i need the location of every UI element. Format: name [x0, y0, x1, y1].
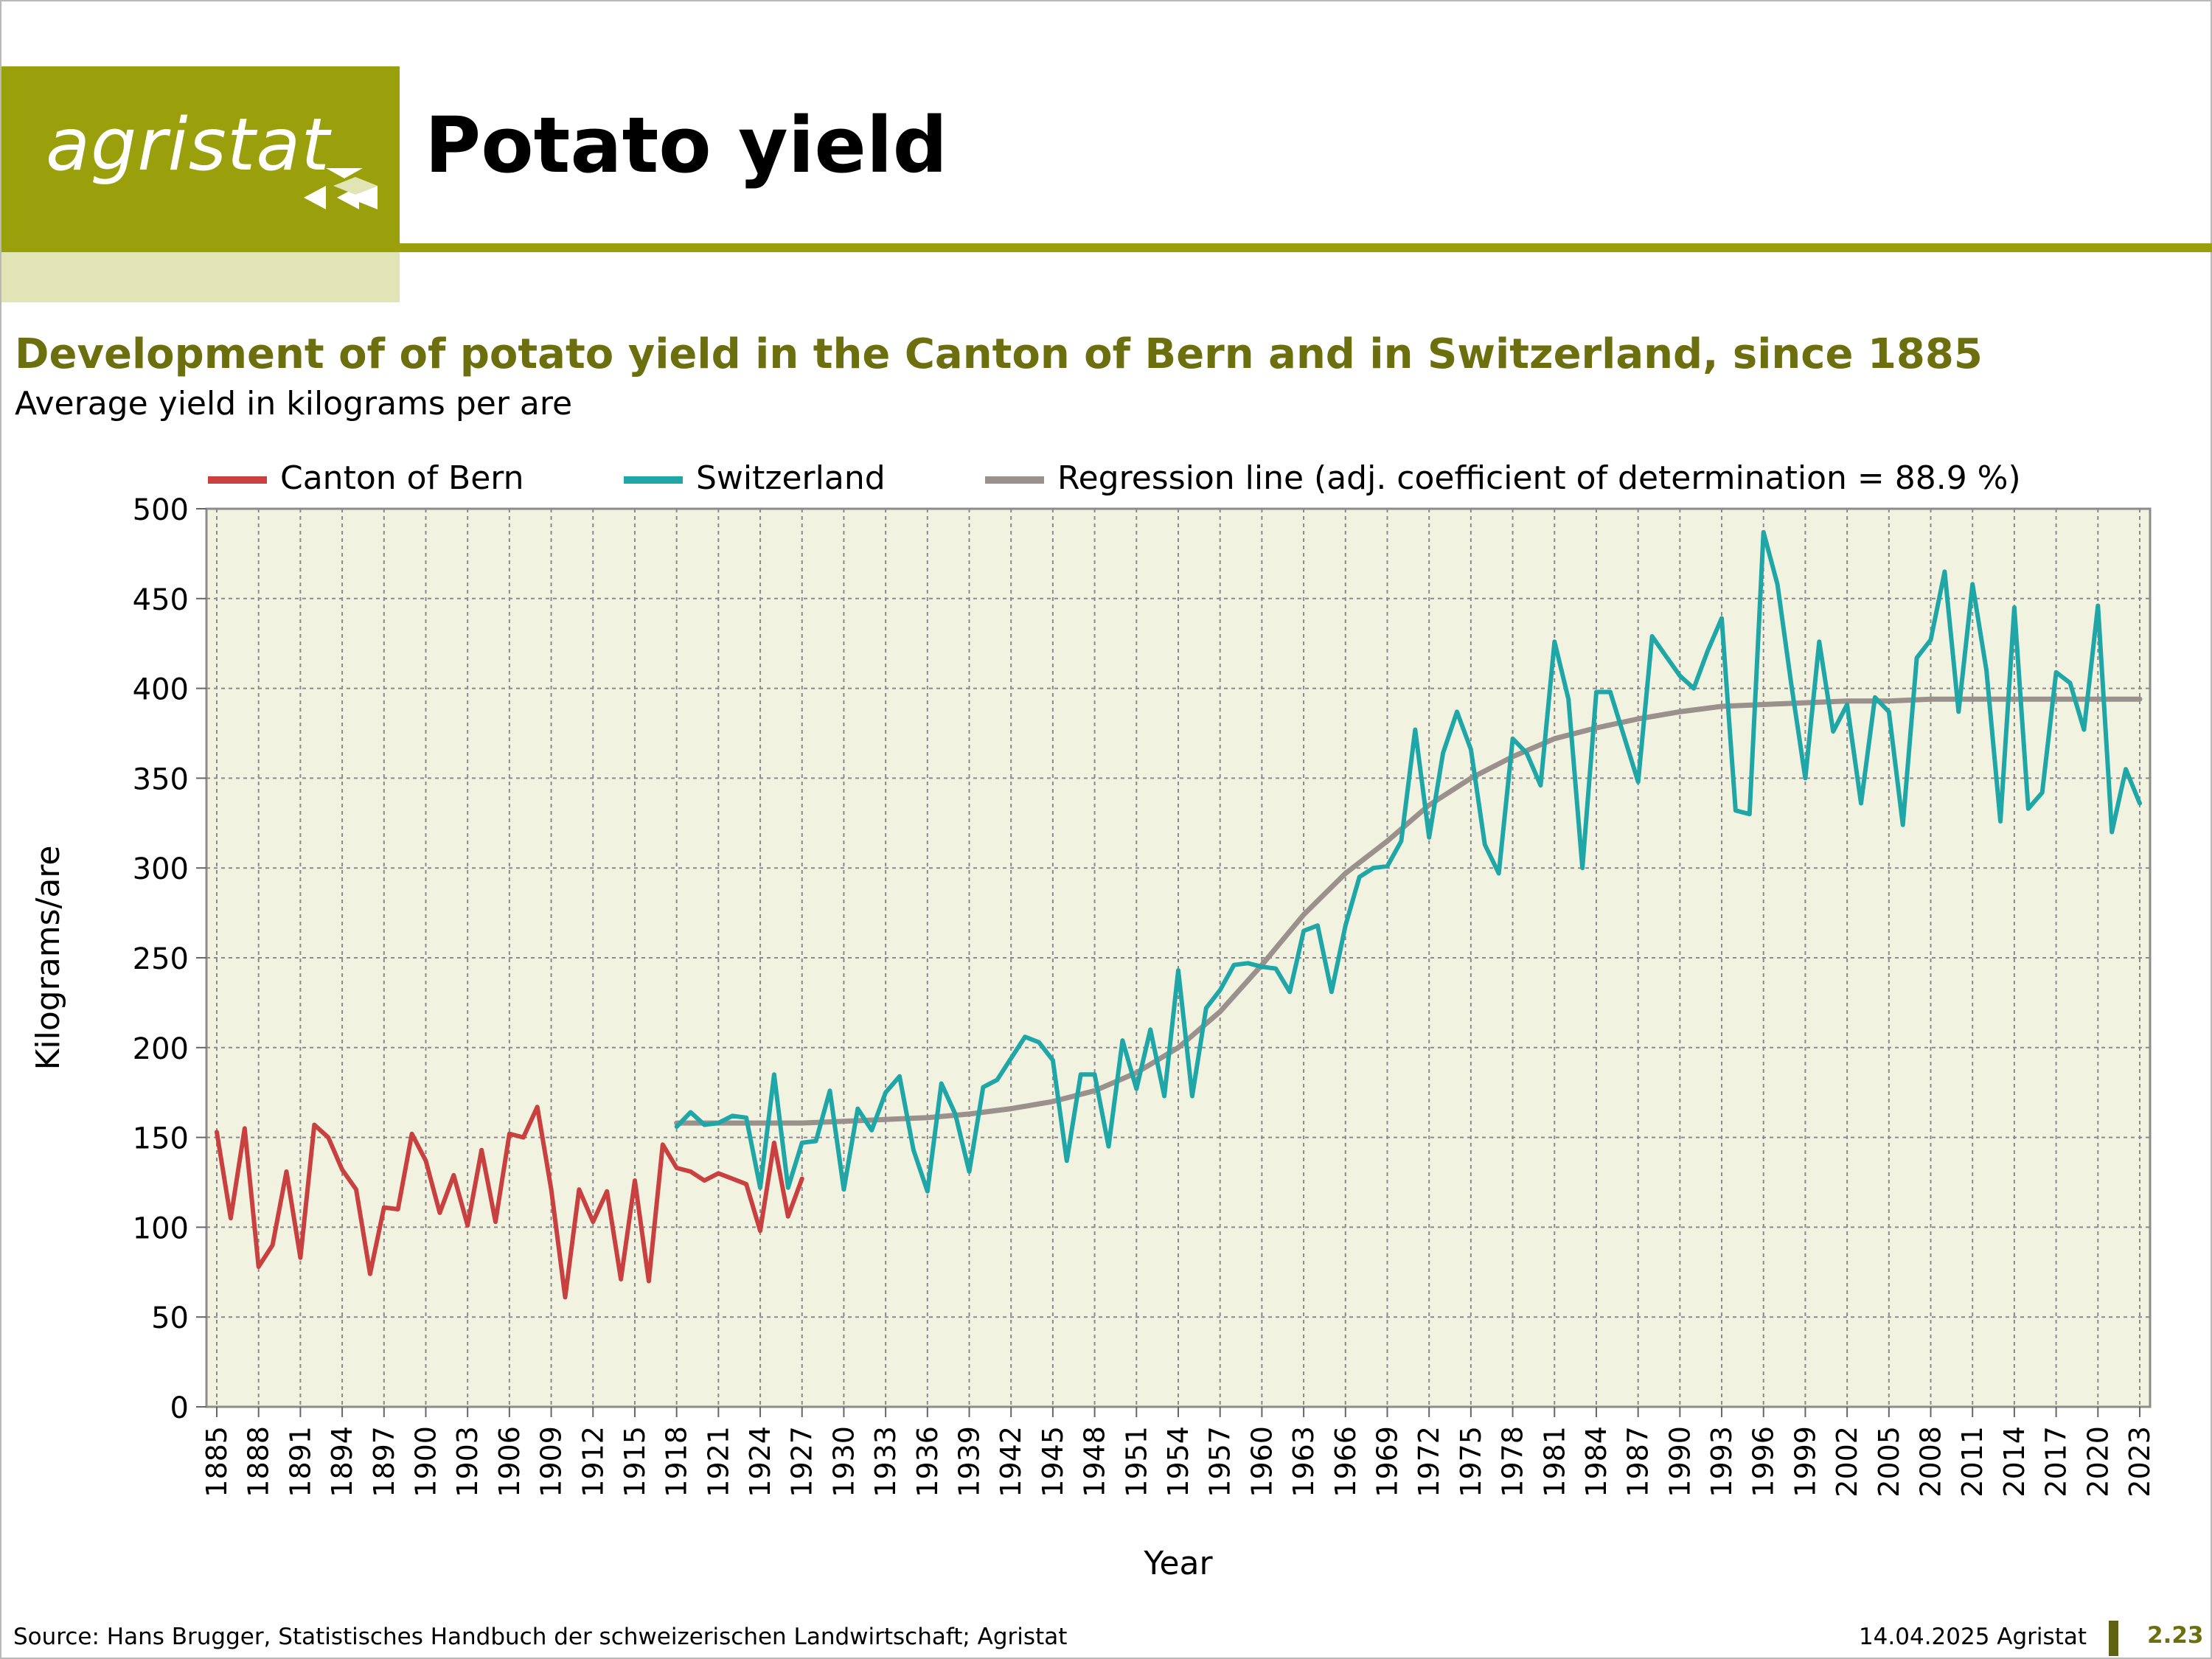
x-tick-label: 1999 [1789, 1426, 1821, 1498]
logo-underbar [1, 252, 400, 302]
x-tick-label: 1996 [1747, 1426, 1780, 1498]
y-tick-label: 100 [133, 1211, 189, 1245]
x-tick-label: 1888 [243, 1426, 275, 1498]
x-tick-label: 1918 [661, 1426, 693, 1498]
y-tick-label: 250 [133, 942, 189, 976]
x-tick-label: 1906 [493, 1426, 526, 1498]
x-tick-label: 2017 [2040, 1426, 2073, 1498]
x-tick-label: 1945 [1037, 1426, 1069, 1498]
data-series [215, 529, 2143, 1300]
x-tick-label: 1960 [1245, 1426, 1278, 1498]
x-tick-label: 1975 [1455, 1426, 1487, 1498]
x-tick-label: 1993 [1705, 1426, 1738, 1498]
footer-date: 14.04.2025 Agristat [1858, 1624, 2087, 1650]
grid-lines [206, 509, 2150, 1407]
x-tick-label: 1942 [995, 1426, 1027, 1498]
footer-page-number: 2.23 [2147, 1622, 2204, 1649]
x-tick-label: 1894 [326, 1426, 358, 1498]
series-line-1 [674, 529, 2142, 1194]
x-tick-label: 1948 [1079, 1426, 1111, 1498]
header-rule [400, 243, 2212, 252]
x-tick-label: 1885 [201, 1426, 233, 1498]
x-tick-label: 1957 [1204, 1426, 1237, 1498]
y-tick-label: 200 [133, 1032, 189, 1066]
y-tick-label: 300 [133, 852, 189, 886]
agristat-logo [1, 66, 400, 252]
y-tick-label: 50 [151, 1301, 189, 1335]
legend-label: Canton of Bern [280, 459, 524, 497]
y-tick-label: 500 [133, 493, 189, 527]
x-tick-label: 1903 [451, 1426, 484, 1498]
x-tick-label: 1963 [1287, 1426, 1320, 1498]
x-tick-label: 2008 [1915, 1426, 1947, 1498]
x-tick-label: 1954 [1162, 1426, 1194, 1498]
x-tick-label: 1912 [577, 1426, 609, 1498]
y-tick-label: 350 [133, 762, 189, 796]
axes: 0 50 100 150 200 250 300 350 400 450 500 1885 1888 18… [133, 493, 2156, 1498]
x-tick-label: 1990 [1663, 1426, 1696, 1498]
x-tick-label: 1927 [786, 1426, 818, 1498]
x-tick-label: 1921 [702, 1426, 734, 1498]
y-tick-label: 450 [133, 583, 189, 617]
x-tick-label: 2020 [2081, 1426, 2114, 1498]
chart-subtitle: Average yield in kilograms per are [15, 385, 573, 422]
x-tick-label: 1915 [619, 1426, 651, 1498]
y-tick-label: 0 [170, 1391, 189, 1425]
x-tick-label: 2005 [1873, 1426, 1905, 1498]
x-tick-label: 1936 [911, 1426, 944, 1498]
x-tick-label: 1924 [744, 1426, 776, 1498]
x-tick-label: 1966 [1329, 1426, 1362, 1498]
y-axis-label: Kilograms/are [29, 846, 67, 1071]
x-tick-label: 1891 [284, 1426, 316, 1498]
y-tick-label: 150 [133, 1122, 189, 1156]
legend-label: Regression line (adj. coefficient of det… [1057, 459, 2021, 497]
x-tick-label: 2023 [2124, 1426, 2156, 1498]
x-tick-label: 1897 [368, 1426, 400, 1498]
x-tick-label: 1987 [1622, 1426, 1655, 1498]
chart-title: Development of of potato yield in the Ca… [15, 330, 1983, 378]
x-tick-label: 1900 [409, 1426, 442, 1498]
x-tick-label: 2011 [1956, 1426, 1989, 1498]
x-tick-label: 1969 [1371, 1426, 1403, 1498]
x-tick-label: 1981 [1538, 1426, 1571, 1498]
x-tick-label: 1984 [1580, 1426, 1613, 1498]
series-line-2 [674, 696, 2143, 1126]
footer-divider [2109, 1621, 2118, 1656]
page-title: Potato yield [425, 100, 948, 190]
logo-text: agristat [46, 103, 330, 187]
chart-legend: Canton of Bern Switzerland Regression line… [208, 459, 2021, 497]
x-tick-label: 2002 [1831, 1426, 1863, 1498]
legend-label: Switzerland [696, 459, 886, 497]
y-tick-label: 400 [133, 673, 189, 707]
x-tick-label: 1909 [535, 1426, 568, 1498]
x-tick-label: 2014 [1998, 1426, 2031, 1498]
x-tick-label: 1930 [827, 1426, 860, 1498]
footer-source: Source: Hans Brugger, Statistisches Hand… [13, 1624, 1068, 1650]
x-tick-label: 1951 [1120, 1426, 1152, 1498]
x-tick-label: 1939 [953, 1426, 986, 1498]
logo-diamonds-icon [304, 168, 378, 209]
x-axis-label: Year [1143, 1545, 1213, 1582]
x-tick-label: 1972 [1413, 1426, 1445, 1498]
series-line-0 [215, 1105, 804, 1300]
x-tick-label: 1933 [869, 1426, 902, 1498]
x-tick-label: 1978 [1497, 1426, 1529, 1498]
